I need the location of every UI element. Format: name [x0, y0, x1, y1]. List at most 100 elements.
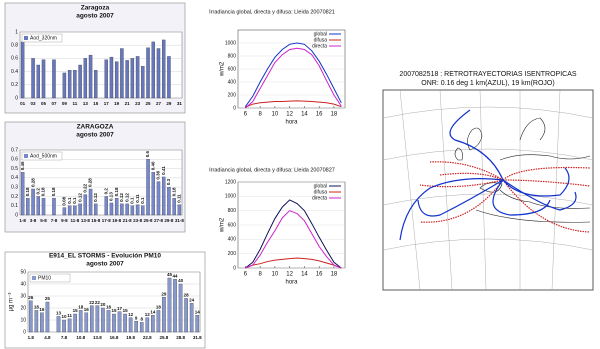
y-tick-label: 0.2 — [11, 194, 18, 200]
bar — [145, 317, 150, 333]
x-axis-label: hora — [285, 280, 298, 286]
bar — [151, 315, 155, 333]
bar — [128, 317, 133, 333]
x-tick-label: 13-8 — [81, 218, 91, 223]
chart-title: Zaragoza — [81, 5, 110, 12]
bar — [73, 313, 77, 333]
series-line — [245, 210, 342, 269]
y-tick-label: 200 — [228, 251, 237, 257]
bar — [135, 204, 140, 216]
x-tick-label: 21 — [125, 101, 131, 106]
bar — [83, 194, 88, 216]
map-frame — [382, 89, 594, 291]
bar — [189, 303, 194, 333]
x-tick-label: 12 — [286, 112, 293, 118]
x-tick-label: 27-8 — [154, 218, 164, 223]
y-tick-label: 1000 — [225, 40, 236, 46]
value-label: 13 — [56, 311, 62, 316]
value-label: 25 — [45, 296, 51, 301]
bar — [89, 305, 94, 333]
x-tick-label: 31.8 — [193, 335, 202, 340]
value-label: 15 — [111, 308, 117, 313]
trajectories-19km — [419, 161, 591, 233]
bar — [95, 305, 100, 333]
bar — [31, 188, 35, 216]
value-label: 22 — [89, 300, 95, 305]
x-tick-label: 25-8 — [144, 218, 154, 223]
value-label: 26 — [28, 295, 34, 300]
value-label: 0.1 — [72, 197, 77, 204]
x-tick-label: 7.8 — [61, 335, 68, 340]
x-tick-label: 4.8 — [44, 335, 51, 340]
x-tick-label: 29-8 — [164, 218, 174, 223]
x-tick-label: 5-8 — [40, 218, 47, 223]
x-tick-label: 1.8 — [28, 335, 35, 340]
bar — [146, 159, 150, 216]
bar — [78, 64, 82, 99]
x-tick-label: 11 — [72, 101, 77, 106]
x-tick-label: 6 — [244, 272, 248, 278]
bar — [167, 277, 172, 333]
x-tick-label: 03 — [31, 101, 37, 106]
value-label: 40 — [178, 278, 184, 283]
x-tick-label: 15 — [93, 101, 99, 106]
x-tick-label: 18 — [331, 272, 338, 278]
x-tick-label: 31-8 — [175, 218, 185, 223]
x-tick-label: 29 — [166, 101, 172, 106]
bar — [36, 64, 41, 99]
x-tick-label: 10 — [272, 272, 279, 278]
series-line — [245, 47, 342, 109]
y-tick-label: 0.5 — [11, 166, 18, 172]
x-tick-label: 25.8 — [160, 335, 169, 340]
value-label: 0.1 — [140, 197, 145, 204]
value-label: 17 — [117, 306, 123, 311]
x-tick-label: 6 — [244, 112, 248, 118]
value-label: 0.41 — [161, 166, 166, 175]
y-tick-label: 0.4 — [11, 69, 18, 75]
value-label: 12 — [145, 312, 151, 317]
x-tick-label: 22.8 — [143, 335, 152, 340]
legend-label: directa — [312, 43, 327, 49]
value-label: 0.3 — [166, 178, 171, 185]
y-tick-label: 800 — [228, 53, 237, 59]
x-tick-label: 31 — [177, 101, 183, 106]
value-label: 0.12 — [93, 193, 98, 202]
bar — [173, 279, 177, 333]
value-label: 15 — [123, 308, 129, 313]
y-tick-label: 0.6 — [11, 56, 18, 62]
bar — [88, 54, 93, 99]
bar — [161, 39, 166, 99]
value-label: 0.22 — [83, 183, 88, 192]
value-label: 0.6 — [145, 151, 150, 158]
legend-swatch — [32, 276, 36, 280]
plot-area — [19, 31, 183, 99]
value-label: 14 — [150, 309, 156, 314]
value-label: 44 — [173, 273, 179, 278]
y-tick-label: 0.6 — [11, 157, 18, 163]
value-label: 0.2 — [35, 188, 40, 195]
x-tick-label: 11-8 — [70, 218, 79, 223]
y-tick-label: 600 — [228, 222, 237, 228]
y-tick-label: 0.8 — [11, 43, 18, 49]
x-tick-label: 15-8 — [91, 218, 101, 223]
bar — [167, 56, 171, 99]
x-tick-label: 14 — [301, 272, 308, 278]
bar — [41, 198, 46, 216]
y-tick-label: 1000 — [225, 194, 236, 200]
x-tick-label: 19.8 — [126, 335, 135, 340]
bar — [114, 61, 119, 99]
x-tick-label: 1-8 — [19, 218, 26, 223]
legend-label: PM10 — [38, 275, 51, 281]
bar — [114, 198, 119, 216]
legend-label: global — [314, 183, 327, 189]
y-tick-label: 40 — [20, 281, 26, 287]
y-tick-label: 0.2 — [11, 82, 18, 88]
value-label: 0.18 — [25, 187, 30, 196]
bar — [101, 307, 105, 333]
y-tick-label: 50 — [20, 269, 26, 275]
series-line — [245, 199, 342, 269]
value-label: 18 — [106, 305, 112, 310]
bar — [78, 203, 82, 216]
bar — [156, 181, 161, 216]
